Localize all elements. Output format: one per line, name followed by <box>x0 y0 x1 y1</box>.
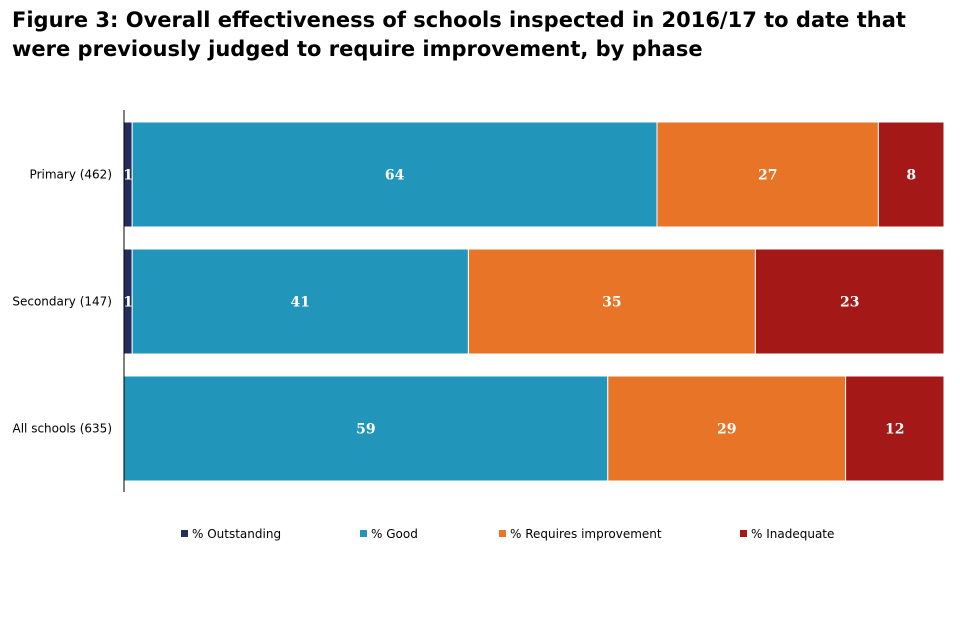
bar-secondary-good <box>131 248 469 355</box>
data-label-secondary-requires-improvement: 35 <box>602 295 621 311</box>
legend-label-outstanding: % Outstanding <box>192 527 281 541</box>
bar-secondary-requires-improvement <box>467 248 756 355</box>
chart-title: Figure 3: Overall effectiveness of schoo… <box>12 6 952 64</box>
legend-swatch-outstanding <box>181 530 188 537</box>
category-label-secondary: Secondary (147) <box>12 295 112 309</box>
data-label-primary-inadequate: 8 <box>906 168 916 184</box>
chart-title-line-1: Figure 3: Overall effectiveness of schoo… <box>12 8 906 32</box>
legend-label-requires-improvement: % Requires improvement <box>510 527 662 541</box>
bar-primary-requires-improvement <box>656 121 879 228</box>
legend-label-good: % Good <box>371 527 418 541</box>
data-label-secondary-good: 41 <box>291 295 310 311</box>
data-label-primary-outstanding: 1 <box>123 168 133 184</box>
data-label-all-inadequate: 12 <box>885 422 904 438</box>
data-label-primary-good: 64 <box>385 168 405 184</box>
data-label-all-requires-improvement: 29 <box>717 422 736 438</box>
bar-all-inadequate <box>845 375 945 482</box>
bar-secondary-inadequate <box>754 248 945 355</box>
chart-title-line-2: were previously judged to require improv… <box>12 37 703 61</box>
data-label-secondary-inadequate: 23 <box>840 295 859 311</box>
legend-swatch-inadequate <box>740 530 747 537</box>
data-label-primary-requires-improvement: 27 <box>758 168 777 184</box>
legend-swatch-requires-improvement <box>499 530 506 537</box>
legend-label-inadequate: % Inadequate <box>751 527 834 541</box>
bar-all-requires-improvement <box>607 375 847 482</box>
bar-primary-inadequate <box>877 121 945 228</box>
category-label-all: All schools (635) <box>13 422 113 436</box>
data-label-secondary-outstanding: 1 <box>123 295 133 311</box>
category-label-primary: Primary (462) <box>30 168 112 182</box>
data-label-all-good: 59 <box>356 422 375 438</box>
legend-swatch-good <box>360 530 367 537</box>
